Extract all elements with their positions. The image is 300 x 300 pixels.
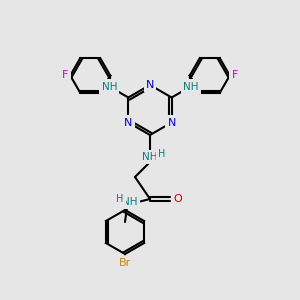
Text: NH: NH [142,152,158,162]
Text: O: O [174,194,182,204]
Text: NH: NH [101,82,117,92]
Text: NH: NH [183,82,199,92]
Text: Br: Br [119,258,131,268]
Text: H: H [158,149,166,159]
Text: N: N [146,80,154,90]
Text: N: N [124,118,133,128]
Text: F: F [232,70,238,80]
Text: H: H [116,194,124,204]
Text: NH: NH [122,197,138,207]
Text: N: N [167,118,176,128]
Text: F: F [62,70,68,80]
